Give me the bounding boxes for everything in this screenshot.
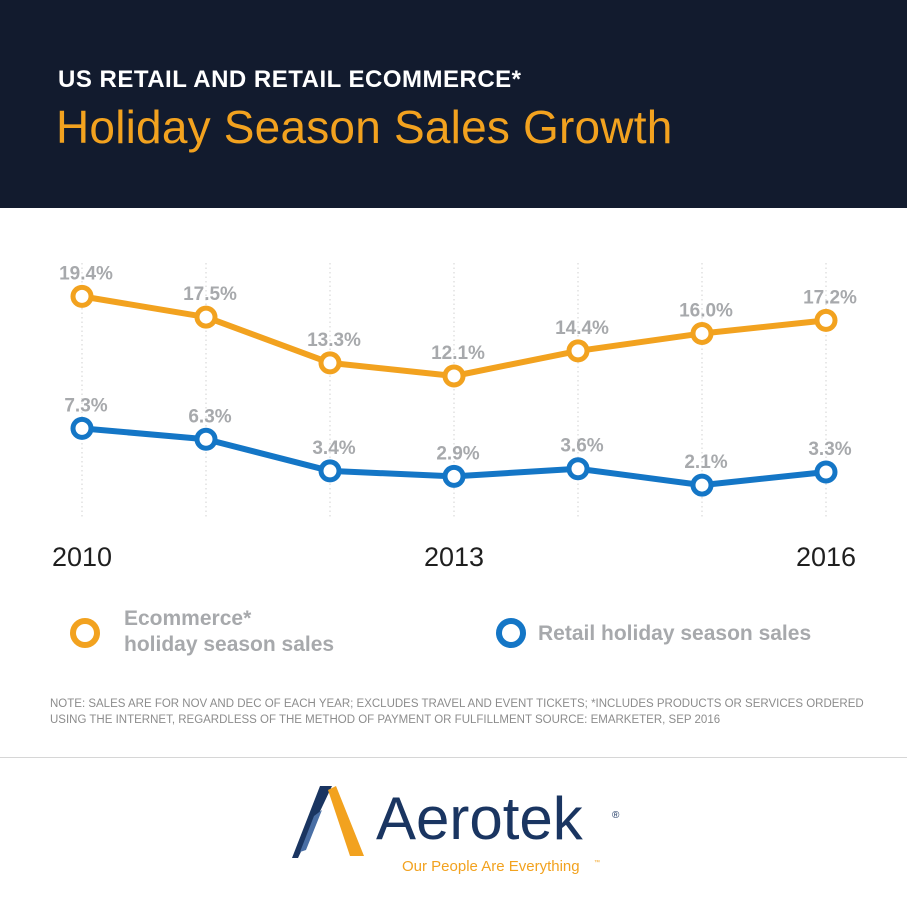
data-label-1-2012: 3.4% (312, 438, 355, 459)
data-point-1-2015 (690, 473, 714, 497)
legend-ecommerce-label-line1: Ecommerce* (124, 607, 252, 630)
data-point-1-2010 (70, 416, 94, 440)
data-label-1-2015: 2.1% (684, 452, 727, 473)
line-chart: 19.4% 17.5% 13.3% 12.1% 14.4% 16.0% 17.2% 7.3% 6… (52, 263, 857, 572)
header-banner: US RETAIL AND RETAIL ECOMMERCE* Holiday … (0, 0, 907, 208)
data-point-0-2016 (814, 308, 838, 332)
data-label-0-2014: 14.4% (555, 318, 609, 339)
legend-retail-label: Retail holiday season sales (538, 622, 812, 645)
data-point-1-2012 (318, 459, 342, 483)
chart-title: Holiday Season Sales Growth (56, 101, 673, 153)
data-label-0-2015: 16.0% (679, 300, 733, 321)
legend-retail-marker-icon (496, 618, 526, 648)
data-label-1-2010: 7.3% (64, 395, 107, 416)
footer-divider (0, 757, 907, 758)
legend-ecommerce-marker-icon (70, 618, 100, 648)
data-point-0-2010 (70, 284, 94, 308)
data-label-1-2014: 3.6% (560, 436, 603, 457)
data-point-0-2015 (690, 321, 714, 345)
data-label-0-2010: 19.4% (59, 263, 113, 284)
data-point-1-2016 (814, 460, 838, 484)
data-label-0-2012: 13.3% (307, 330, 361, 351)
data-point-0-2014 (566, 339, 590, 363)
aerotek-logo-icon (292, 786, 364, 858)
data-label-0-2011: 17.5% (183, 284, 237, 305)
data-label-0-2013: 12.1% (431, 343, 485, 364)
source-note: NOTE: SALES ARE FOR NOV AND DEC OF EACH … (50, 698, 864, 726)
data-label-1-2013: 2.9% (436, 443, 479, 464)
data-point-1-2013 (442, 464, 466, 488)
chart-subtitle: US RETAIL AND RETAIL ECOMMERCE* (58, 66, 522, 93)
x-tick-label-2016: 2016 (796, 542, 856, 572)
data-point-0-2011 (194, 305, 218, 329)
x-tick-label-2010: 2010 (52, 542, 112, 572)
legend-ecommerce-label-line2: holiday season sales (124, 633, 335, 656)
brand-tagline: Our People Are Everything (402, 858, 580, 875)
data-point-1-2011 (194, 427, 218, 451)
brand-name: Aerotek (376, 785, 583, 852)
data-label-1-2011: 6.3% (188, 406, 231, 427)
data-point-0-2012 (318, 351, 342, 375)
brand-registered-mark: ® (612, 810, 620, 821)
data-point-0-2013 (442, 364, 466, 388)
brand-trademark-mark: ™ (594, 860, 600, 866)
data-label-1-2016: 3.3% (808, 439, 851, 460)
data-point-1-2014 (566, 457, 590, 481)
data-label-0-2016: 17.2% (803, 287, 857, 308)
x-tick-label-2013: 2013 (424, 542, 484, 572)
